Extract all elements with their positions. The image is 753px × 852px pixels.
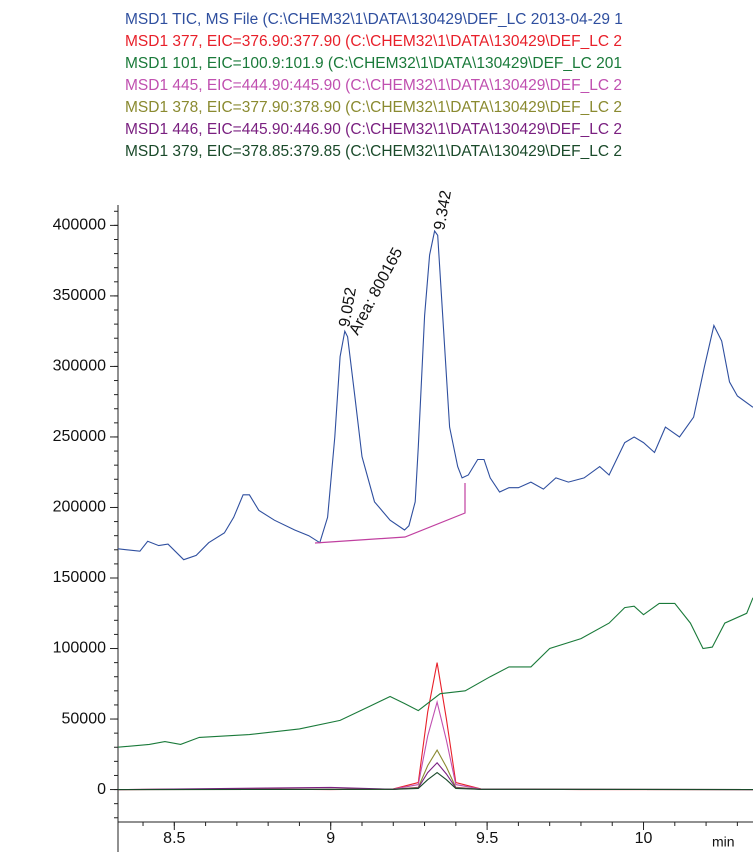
y-tick-label: 150000 [53,569,106,586]
legend-entry: MSD1 446, EIC=445.90:446.90 (C:\CHEM32\1… [125,121,622,138]
legend: MSD1 TIC, MS File (C:\CHEM32\1\DATA\1304… [125,11,623,160]
peak-label: 9.342 [431,189,455,231]
legend-entry: MSD1 379, EIC=378.85:379.85 (C:\CHEM32\1… [125,143,622,160]
legend-entry: MSD1 378, EIC=377.90:378.90 (C:\CHEM32\1… [125,99,622,116]
y-tick-label: 100000 [53,640,106,657]
y-tick-label: 350000 [53,287,106,304]
y-tick-label: 0 [97,781,106,798]
integration-baseline [314,483,466,544]
x-tick-label: 9 [326,830,335,847]
legend-entry: MSD1 TIC, MS File (C:\CHEM32\1\DATA\1304… [125,11,623,28]
legend-entry: MSD1 377, EIC=376.90:377.90 (C:\CHEM32\1… [125,33,622,50]
series-line [118,662,753,791]
y-tick-label: 300000 [53,358,106,375]
y-tick-label: 400000 [53,217,106,234]
x-tick-label: 10 [635,830,653,847]
x-tick-label: 8.5 [163,830,185,847]
series-line [118,699,753,791]
x-axis-label: min [712,834,735,850]
series-line [118,597,753,748]
series-line [118,771,753,791]
peak-label: 9.052 [336,286,360,328]
y-tick-label: 50000 [62,710,107,727]
legend-entry: MSD1 445, EIC=444.90:445.90 (C:\CHEM32\1… [125,77,622,94]
legend-entry: MSD1 101, EIC=100.9:101.9 (C:\CHEM32\1\D… [125,55,622,72]
y-tick-label: 200000 [53,499,106,516]
x-tick-label: 9.5 [476,830,498,847]
plot-area [118,229,753,791]
y-tick-label: 250000 [53,428,106,445]
series-line [118,761,753,791]
series-line [118,749,753,791]
series-line [118,229,753,561]
